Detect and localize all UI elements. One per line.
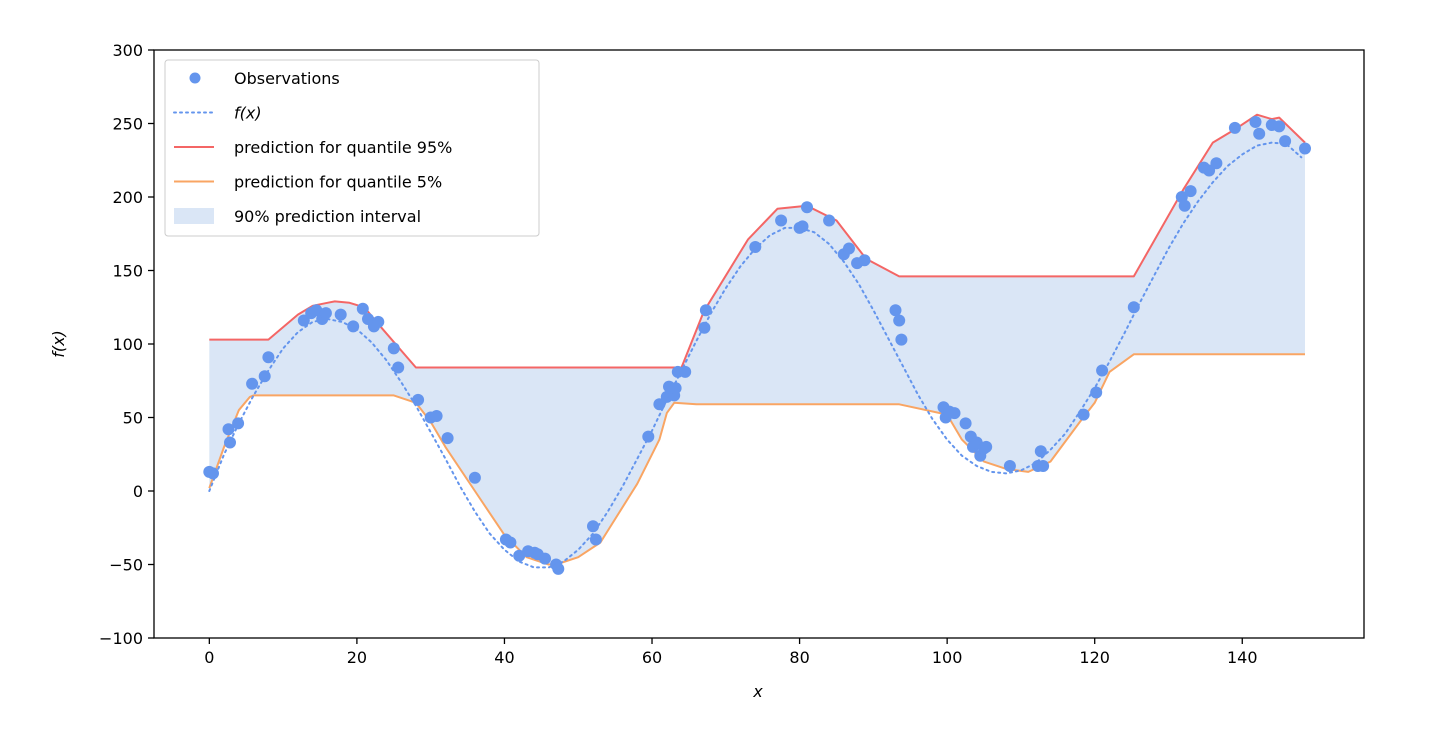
- observation-point: [430, 410, 443, 422]
- observation-point: [552, 562, 565, 575]
- legend-label: prediction for quantile 5%: [234, 173, 442, 192]
- observation-point: [224, 436, 236, 449]
- plot-area: [203, 113, 1311, 575]
- observation-point: [297, 314, 310, 327]
- observation-point: [1273, 120, 1286, 133]
- observation-point: [441, 432, 454, 445]
- y-tick-label: −100: [99, 629, 143, 648]
- observation-point: [1279, 135, 1292, 148]
- observation-point: [699, 304, 712, 317]
- observation-point: [310, 304, 323, 317]
- observation-point: [679, 365, 692, 378]
- x-tick-label: 40: [494, 648, 514, 667]
- observation-point: [356, 302, 369, 315]
- observation-point: [893, 314, 906, 327]
- observation-point: [1178, 199, 1191, 212]
- observation-point: [222, 423, 235, 436]
- y-tick-label: 0: [133, 482, 143, 501]
- observation-point: [207, 467, 219, 480]
- observation-point: [858, 254, 871, 267]
- observation-point: [1253, 127, 1266, 140]
- observation-point: [642, 430, 655, 443]
- observation-point: [1228, 121, 1241, 134]
- x-tick-label: 120: [1079, 648, 1110, 667]
- observation-point: [843, 242, 855, 255]
- observation-point: [504, 536, 517, 549]
- observation-point: [1299, 142, 1311, 155]
- observation-point: [589, 533, 602, 546]
- observation-point: [775, 214, 788, 227]
- observation-point: [262, 351, 275, 364]
- observation-point: [1127, 301, 1140, 314]
- observation-point: [823, 214, 836, 227]
- observation-point: [948, 407, 961, 420]
- x-tick-label: 0: [204, 648, 214, 667]
- y-tick-label: 200: [112, 188, 143, 207]
- observation-point: [889, 304, 902, 317]
- x-tick-label: 140: [1227, 648, 1258, 667]
- observation-point: [669, 382, 682, 395]
- observation-point: [1203, 164, 1216, 177]
- observation-point: [895, 333, 908, 346]
- observation-point: [232, 417, 245, 430]
- observation-point: [372, 315, 385, 328]
- observation-point: [653, 398, 666, 411]
- legend-label: prediction for quantile 95%: [234, 138, 452, 157]
- observation-point: [1034, 445, 1047, 458]
- y-tick-label: 50: [123, 409, 143, 428]
- observation-point: [801, 201, 813, 214]
- y-tick-label: −50: [109, 556, 143, 575]
- legend-box: [164, 59, 540, 237]
- observation-point: [319, 307, 332, 320]
- observation-point: [1003, 460, 1016, 472]
- observation-point: [1090, 386, 1103, 399]
- y-tick-label: 300: [112, 41, 143, 60]
- x-axis-label: x: [752, 682, 763, 701]
- observation-point: [392, 361, 405, 374]
- observation-point: [1184, 185, 1197, 198]
- legend-label: Observations: [234, 69, 340, 88]
- observation-point: [539, 552, 551, 565]
- observation-point: [468, 471, 481, 484]
- y-axis-label: f(x): [49, 330, 68, 358]
- observation-point: [334, 308, 347, 321]
- legend: Observations f(x) prediction for quantile …: [164, 59, 540, 237]
- x-tick-label: 20: [347, 648, 367, 667]
- observation-point: [1096, 364, 1109, 377]
- legend-swatch-interval: [174, 208, 214, 224]
- observation-point: [587, 520, 599, 533]
- y-tick-label: 100: [112, 335, 143, 354]
- observation-point: [387, 342, 400, 355]
- observation-point: [1037, 460, 1050, 472]
- observation-point: [959, 417, 972, 430]
- x-tick-label: 100: [932, 648, 963, 667]
- observation-point: [246, 377, 259, 390]
- observation-point: [412, 393, 425, 406]
- observation-point: [980, 440, 993, 453]
- legend-label: f(x): [234, 104, 262, 123]
- observation-point: [698, 321, 711, 334]
- observation-point: [347, 320, 360, 333]
- observation-point: [1210, 157, 1223, 170]
- observation-point: [513, 549, 526, 562]
- observation-point: [1077, 408, 1090, 421]
- axis-ticks: 0 20 40 60 80 100 120 140 −100 −50 0 50 100 150 200 250…: [99, 41, 1257, 667]
- quantile-5-line: [208, 353, 1305, 566]
- x-tick-label: 80: [789, 648, 809, 667]
- y-tick-label: 150: [112, 262, 143, 281]
- observation-point: [1249, 116, 1262, 128]
- observation-point: [749, 241, 762, 253]
- observation-point: [258, 370, 271, 383]
- y-tick-label: 250: [112, 115, 143, 134]
- legend-label: 90% prediction interval: [234, 207, 421, 226]
- prediction-interval-band: [209, 114, 1305, 565]
- x-tick-label: 60: [642, 648, 662, 667]
- legend-marker-observations: [189, 72, 201, 84]
- observation-point: [796, 220, 809, 233]
